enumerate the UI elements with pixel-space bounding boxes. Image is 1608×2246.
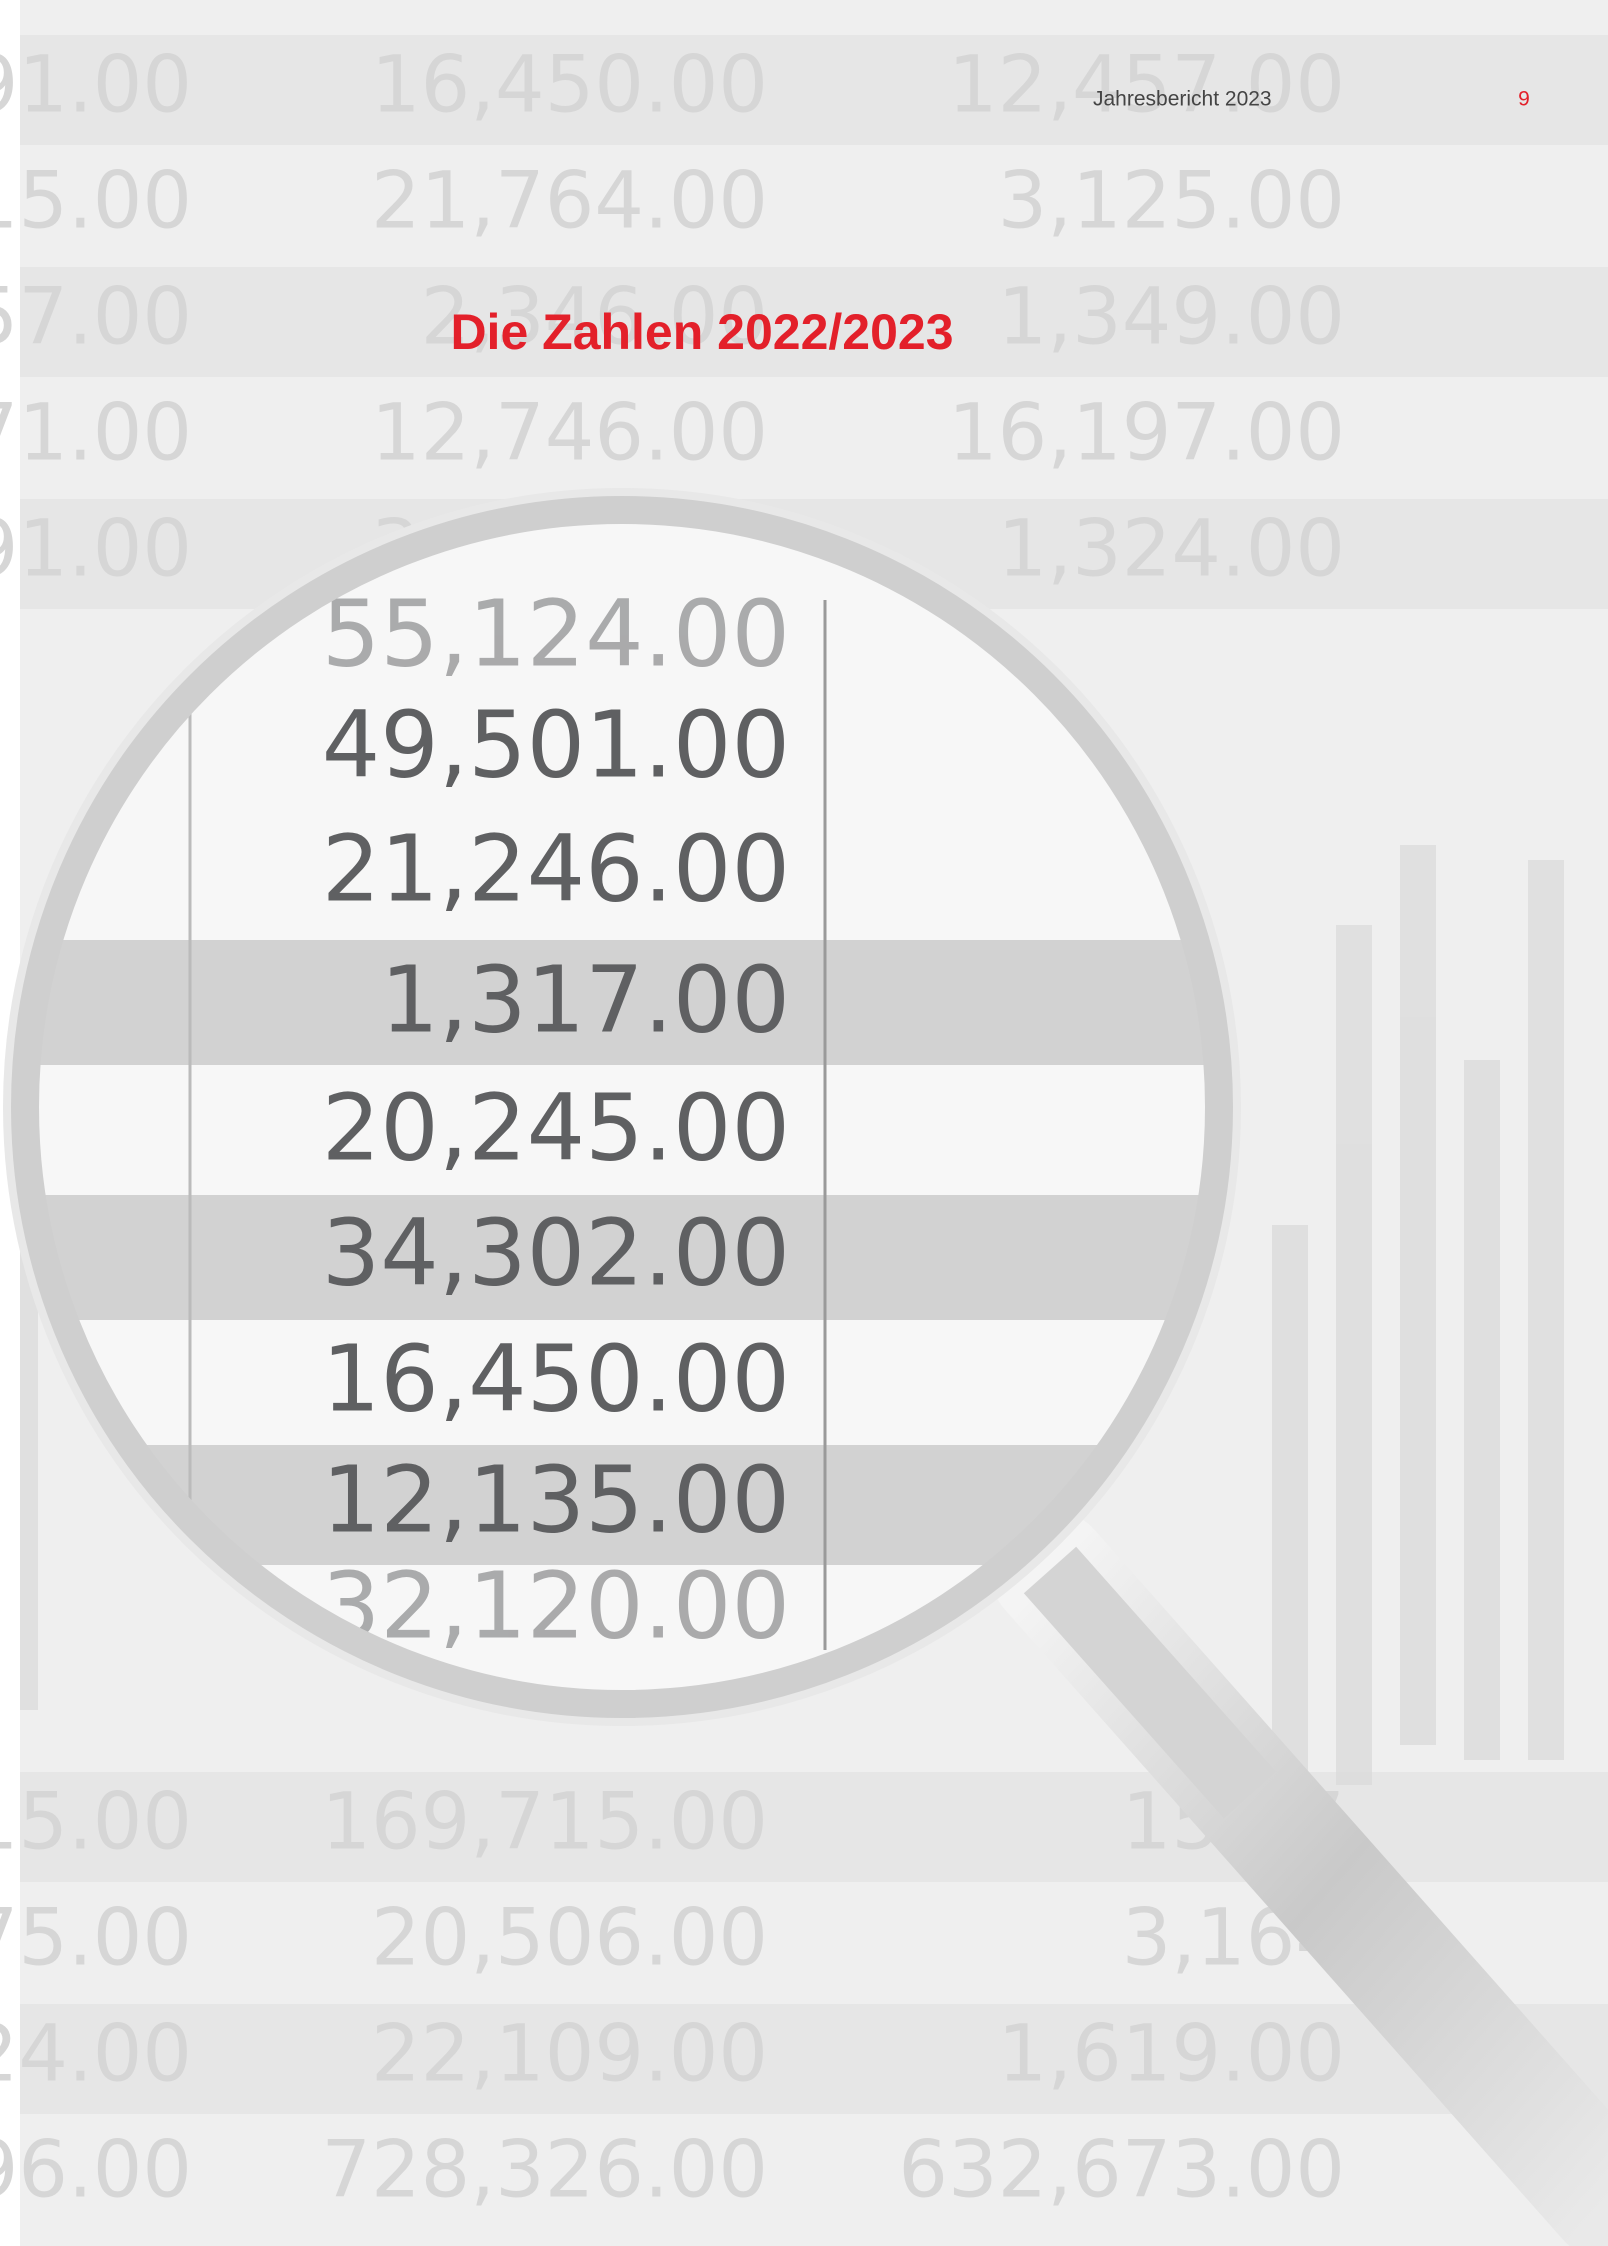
magnified-number: 16,450.00 [322, 1325, 790, 1432]
table-cell: 22,109.00 [371, 2009, 768, 2099]
table-cell: 1,349.00 [998, 272, 1345, 362]
table-cell: 71.00 [0, 388, 192, 478]
table-cell: 75.00 [0, 1893, 192, 1983]
table-cell: 91.00 [0, 40, 192, 130]
table-cell: 728,326.00 [321, 2125, 768, 2215]
magnified-number: 49,501.00 [322, 691, 790, 798]
table-cell: 1,324.00 [998, 504, 1345, 594]
table-cell: 12,457.00 [948, 40, 1345, 130]
page-number: 9 [1518, 88, 1530, 111]
table-cell: 20,506.00 [371, 1893, 768, 1983]
table-cell: 3,125.00 [998, 156, 1345, 246]
table-cell: 16,197.00 [948, 388, 1345, 478]
magnified-number: 1,317.00 [380, 946, 790, 1053]
magnified-number: 20,245.00 [322, 1074, 790, 1181]
table-cell: 15.00 [0, 156, 192, 246]
table-cell: 57.00 [0, 272, 192, 362]
magnified-number: 34,302.00 [322, 1199, 790, 1306]
header-title: Jahresbericht 2023 [1093, 88, 1272, 111]
table-cell: 1,619.00 [998, 2009, 1345, 2099]
magnified-number: 12,135.00 [322, 1446, 790, 1553]
table-cell: 96.00 [0, 2125, 192, 2215]
magnified-number: 55,124.00 [322, 580, 790, 687]
table-cell: 24.00 [0, 2009, 192, 2099]
magnified-number: 21,246.00 [322, 815, 790, 922]
page: 91.00 16,450.00 12,457.00 15.00 21,764.00 3,1… [0, 0, 1608, 2246]
table-cell: 91.00 [0, 504, 192, 594]
heading: Die Zahlen 2022/2023 [450, 304, 953, 360]
table-cell: 15.00 [0, 1777, 192, 1867]
table-cell: 169,715.00 [321, 1777, 768, 1867]
table-cell: 16,450.00 [371, 40, 768, 130]
page-canvas: 91.00 16,450.00 12,457.00 15.00 21,764.00 3,1… [0, 0, 1608, 2246]
table-cell: 21,764.00 [371, 156, 768, 246]
table-row-band [20, 35, 1608, 145]
table-cell: 632,673.00 [898, 2125, 1345, 2215]
table-cell: 12,746.00 [371, 388, 768, 478]
